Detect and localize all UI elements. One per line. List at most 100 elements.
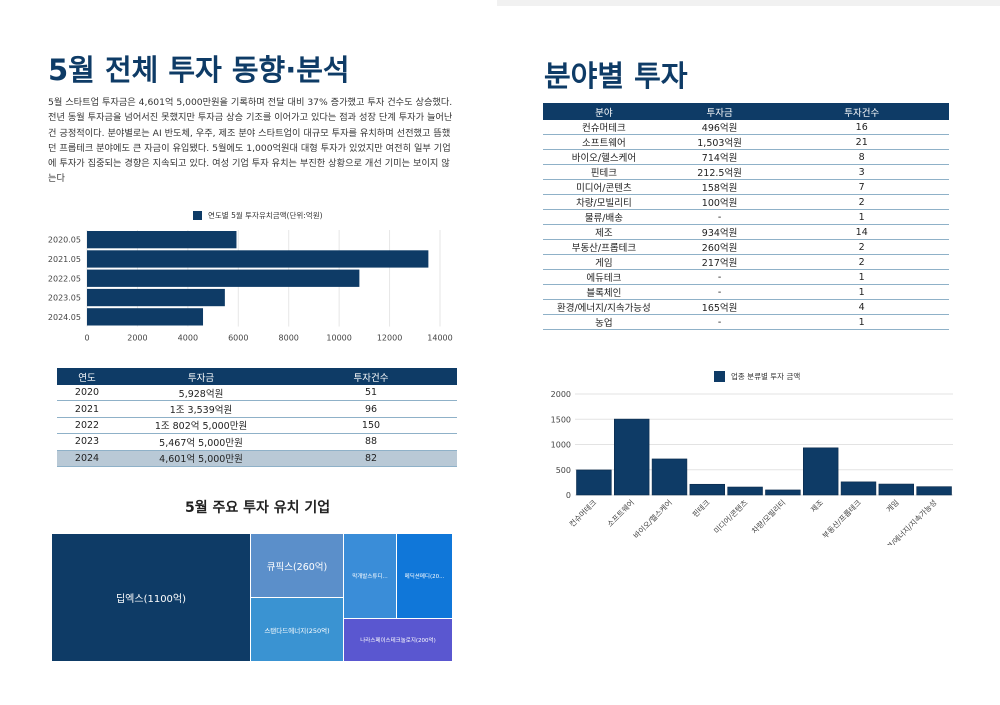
y-tick-label: 2020.05 bbox=[48, 236, 81, 245]
table-cell: 제조 bbox=[543, 224, 665, 240]
table-row: 2021 1조 3,539억원 96 bbox=[57, 400, 457, 418]
table-cell: 핀테크 bbox=[543, 164, 665, 180]
x-tick-label: 부동산/프롭테크 bbox=[820, 497, 863, 540]
x-tick-label: 14000 bbox=[427, 334, 452, 343]
treemap-title: 5월 주요 투자 유치 기업 bbox=[185, 500, 331, 516]
summary-paragraph: 5월 스타트업 투자금은 4,601억 5,000만원을 기록하며 전달 대비 … bbox=[48, 97, 453, 185]
column-header: 투자금 bbox=[664, 103, 775, 120]
table-cell: 100억원 bbox=[664, 194, 775, 210]
table-cell: 2022 bbox=[57, 417, 117, 435]
table-row: 미디어/콘텐츠 158억원 7 bbox=[543, 179, 949, 195]
legend-label: 업종 분류별 투자 금액 bbox=[731, 372, 801, 381]
treemap-cell: 나라스페이스테크놀로지(200억) bbox=[344, 619, 452, 661]
x-tick-label: 소프트웨어 bbox=[605, 497, 636, 528]
table-cell: 농업 bbox=[543, 314, 665, 330]
table-row: 물류/배송 -1 bbox=[543, 209, 949, 225]
table-cell: 217억원 bbox=[664, 254, 775, 270]
table-row: 차량/모빌리티 100억원 2 bbox=[543, 194, 949, 210]
table-cell: 8 bbox=[774, 149, 949, 165]
x-tick-label: 컨슈머테크 bbox=[567, 497, 599, 529]
table-row: 2022 1조 802억 5,000만원 150 bbox=[57, 417, 457, 435]
bar bbox=[576, 469, 612, 496]
bar bbox=[840, 481, 877, 496]
table-cell: 환경/에너지/지속가능성 bbox=[543, 299, 665, 315]
table-cell: 2024 bbox=[57, 450, 117, 467]
bar bbox=[87, 231, 237, 249]
legend-swatch bbox=[193, 211, 202, 220]
column-header: 분야 bbox=[543, 103, 665, 120]
table-cell: 물류/배송 bbox=[543, 209, 665, 225]
bar bbox=[727, 486, 763, 496]
table-cell: 1조 3,539억원 bbox=[117, 400, 285, 418]
table-cell: 165억원 bbox=[664, 299, 775, 315]
table-cell: 블록체인 bbox=[543, 284, 665, 300]
column-header: 투자건수 bbox=[285, 368, 457, 385]
x-tick-label: 바이오/헬스케어 bbox=[631, 497, 674, 540]
table-cell: 1 bbox=[774, 209, 949, 225]
table-cell: 2021 bbox=[57, 400, 117, 418]
table-cell: 2 bbox=[774, 239, 949, 255]
table-cell: 150 bbox=[285, 417, 457, 435]
table-cell: 14 bbox=[774, 224, 949, 240]
table-cell: 82 bbox=[285, 450, 457, 467]
year-table: 연도 투자금 투자건수 2020 5,928억원 51 2021 1조 3,539억원 96 2… bbox=[57, 368, 457, 467]
table-cell: 5,928억원 bbox=[117, 385, 285, 402]
table-cell: 16 bbox=[774, 120, 949, 135]
x-tick-label: 핀테크 bbox=[691, 498, 712, 519]
treemap-cell: 딥엑스(1100억) bbox=[52, 534, 250, 661]
column-header: 투자금 bbox=[117, 368, 285, 385]
table-cell: 2023 bbox=[57, 433, 117, 451]
table-cell: 51 bbox=[285, 385, 457, 402]
treemap-cell: 큐픽스(260억) bbox=[251, 534, 343, 597]
table-row: 소프트웨어 1,503억원 21 bbox=[543, 134, 949, 150]
y-tick-label: 2021.05 bbox=[48, 255, 81, 264]
table-cell: - bbox=[664, 284, 775, 300]
table-cell: 934억원 bbox=[664, 224, 775, 240]
table-cell: 1 bbox=[774, 269, 949, 285]
y-tick-label: 1000 bbox=[551, 441, 571, 450]
bar bbox=[87, 308, 204, 326]
table-cell: 차량/모빌리티 bbox=[543, 194, 665, 210]
x-tick-label: 미디어/콘텐츠 bbox=[711, 497, 749, 535]
table-cell: 미디어/콘텐츠 bbox=[543, 179, 665, 195]
table-cell: 에듀테크 bbox=[543, 269, 665, 285]
table-cell: 1조 802억 5,000만원 bbox=[117, 417, 285, 435]
table-cell: 4,601억 5,000만원 bbox=[117, 450, 285, 467]
bar bbox=[651, 458, 688, 496]
table-cell: 5,467억 5,000만원 bbox=[117, 433, 285, 451]
bar bbox=[87, 250, 429, 268]
table-cell: 1 bbox=[774, 314, 949, 330]
treemap-cell: 메딕션메디(20... bbox=[397, 534, 452, 618]
x-tick-label: 10000 bbox=[326, 334, 351, 343]
column-header: 연도 bbox=[57, 368, 117, 385]
bar bbox=[614, 418, 650, 496]
table-cell: 부동산/프롭테크 bbox=[543, 239, 665, 255]
column-header: 투자건수 bbox=[774, 103, 949, 120]
x-tick-label: 6000 bbox=[228, 334, 248, 343]
year-bar-legend: 연도별 5월 투자유치금액(단위:억원) bbox=[193, 210, 323, 221]
bar bbox=[765, 489, 801, 496]
table-row: 제조 934억원 14 bbox=[543, 224, 949, 240]
legend-label: 연도별 5월 투자유치금액(단위:억원) bbox=[208, 211, 323, 220]
table-row: 2023 5,467억 5,000만원 88 bbox=[57, 433, 457, 451]
table-cell: 96 bbox=[285, 400, 457, 418]
x-tick-label: 게임 bbox=[884, 497, 901, 514]
table-cell: 212.5억원 bbox=[664, 164, 775, 180]
x-tick-label: 차량/모빌리티 bbox=[750, 498, 787, 535]
table-cell: 2 bbox=[774, 194, 949, 210]
year-table-header: 연도 투자금 투자건수 bbox=[57, 368, 457, 385]
table-row: 핀테크 212.5억원 3 bbox=[543, 164, 949, 180]
field-table-header: 분야 투자금 투자건수 bbox=[543, 103, 949, 120]
table-cell: - bbox=[664, 314, 775, 330]
bar bbox=[802, 447, 839, 496]
table-row: 농업 -1 bbox=[543, 314, 949, 330]
x-tick-label: 제조 bbox=[809, 498, 825, 514]
x-tick-label: 0 bbox=[84, 334, 89, 343]
table-cell: 88 bbox=[285, 433, 457, 451]
table-cell: 컨슈머테크 bbox=[543, 120, 665, 135]
field-table: 분야 투자금 투자건수 컨슈머테크 496억원 16 소프트웨어 1,503억원 21 바이오/… bbox=[543, 103, 949, 330]
table-cell: 3 bbox=[774, 164, 949, 180]
y-tick-label: 2022.05 bbox=[48, 274, 81, 283]
table-row: 부동산/프롭테크 260억원 2 bbox=[543, 239, 949, 255]
